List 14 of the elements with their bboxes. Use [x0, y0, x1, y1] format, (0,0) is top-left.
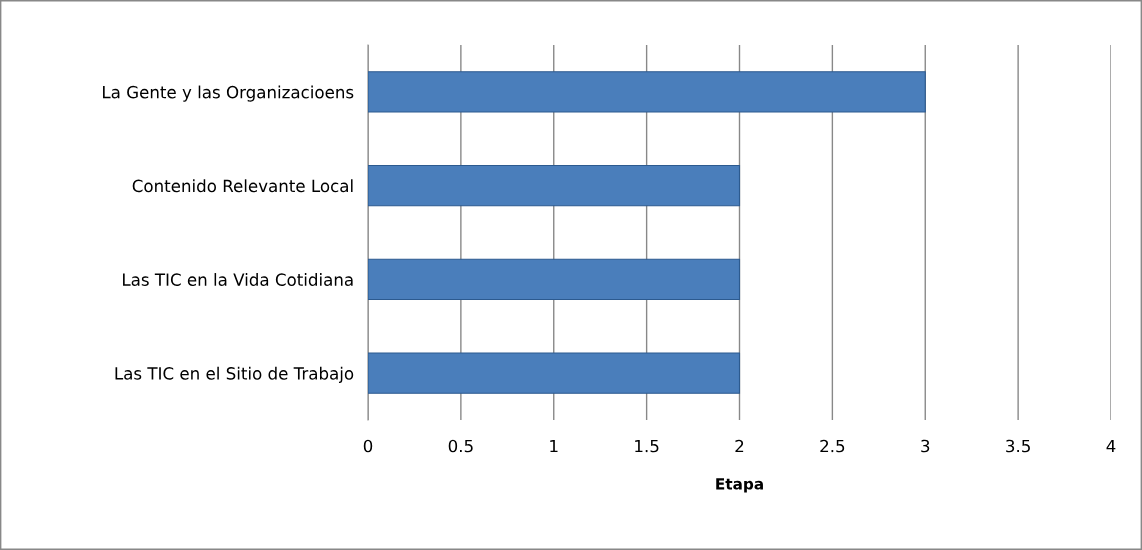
y-tick-label: Las TIC en el Sitio de Trabajo: [115, 366, 354, 383]
x-tick-label: 3: [921, 439, 930, 453]
x-tick-label: 1.5: [635, 439, 659, 453]
x-tick-label: 2: [735, 439, 744, 453]
x-tick-label: 3.5: [1006, 439, 1030, 453]
x-axis-title: Etapa: [716, 478, 763, 493]
x-tick-label: 0: [363, 439, 373, 453]
y-tick-label: La Gente y las Organizacioens: [103, 85, 354, 102]
x-tick-label: 1: [550, 439, 558, 453]
x-tick-label: 0.5: [448, 439, 473, 453]
y-tick-label: Contenido Relevante Local: [132, 179, 353, 193]
x-tick-label: 4: [1106, 439, 1116, 453]
y-tick-label: Las TIC en la Vida Cotidiana: [123, 273, 353, 286]
x-tick-label: 2.5: [820, 439, 845, 453]
